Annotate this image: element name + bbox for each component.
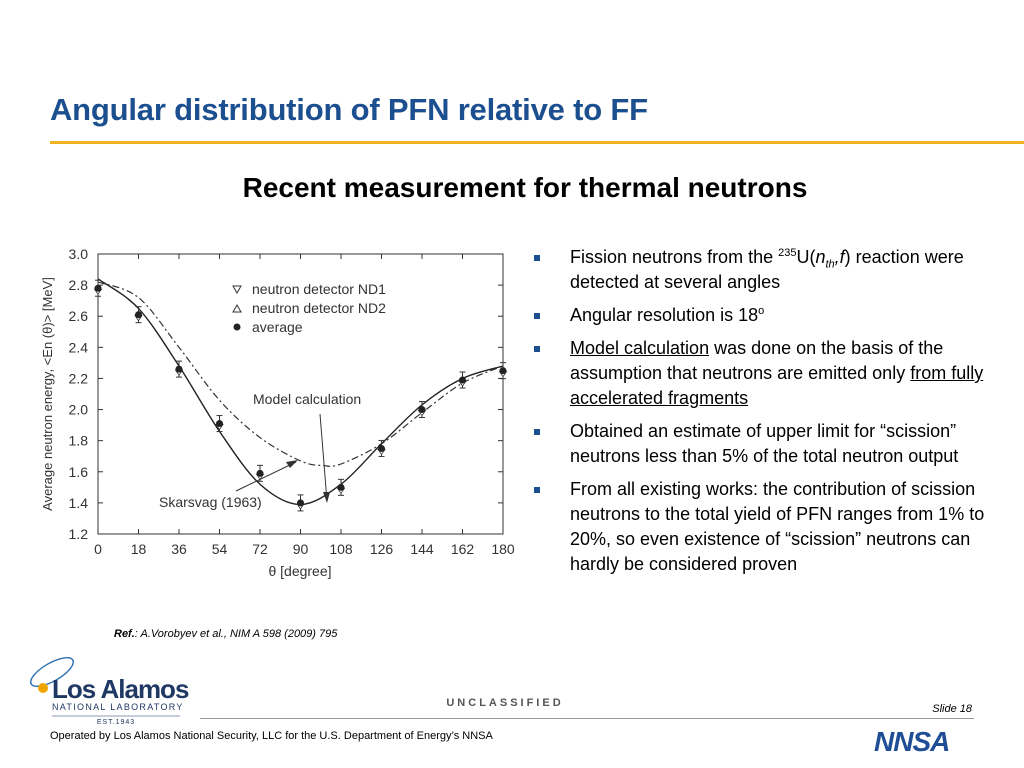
- data-point: [296, 494, 305, 512]
- x-tick-label: 72: [252, 541, 268, 557]
- x-tick-label: 126: [370, 541, 394, 557]
- bullet-item: Obtained an estimate of upper limit for …: [534, 419, 998, 469]
- annotation-arrow-skarsvag: [235, 461, 297, 492]
- x-axis-label: θ [degree]: [268, 563, 331, 579]
- bullet-square-icon: [534, 346, 540, 352]
- footer-divider: [200, 718, 974, 719]
- y-tick-label: 1.4: [69, 495, 89, 511]
- chart-legend: neutron detector ND1 neutron detector ND…: [232, 281, 386, 335]
- x-tick-label: 162: [451, 541, 475, 557]
- data-point: [417, 401, 427, 419]
- nnsa-wordmark: NNSA: [874, 726, 949, 756]
- average-marker: [135, 311, 142, 319]
- slide-number: Slide 18: [932, 703, 972, 715]
- y-tick-label: 1.6: [69, 464, 89, 480]
- y-tick-label: 3.0: [69, 246, 89, 262]
- y-tick-label: 2.2: [69, 370, 89, 386]
- average-marker: [94, 284, 102, 292]
- bullet-square-icon: [534, 255, 540, 261]
- y-tick-label: 2.6: [69, 308, 89, 324]
- legend-marker-nd1: [232, 285, 242, 295]
- x-axis-ticks: 0 18 36 54 72 90 108 126 144 162 180: [94, 254, 515, 557]
- annotation-skarsvag: Skarsvag (1963): [159, 494, 262, 510]
- annotation-arrowhead-model: [323, 492, 330, 503]
- annotation-arrow-model: [319, 413, 328, 502]
- y-tick-label: 2.0: [69, 402, 89, 418]
- average-marker: [175, 365, 183, 373]
- annotation-model-calculation: Model calculation: [253, 391, 361, 407]
- data-points: [93, 279, 508, 512]
- logo-established: EST.1943: [97, 719, 135, 726]
- bullet-list: Fission neutrons from the 235U(nth,f) re…: [534, 245, 998, 585]
- legend-marker-nd2: [232, 303, 242, 313]
- bullet-square-icon: [534, 487, 540, 493]
- operated-by-text: Operated by Los Alamos National Security…: [50, 730, 493, 742]
- x-tick-label: 90: [293, 541, 309, 557]
- logo-subtitle: NATIONAL LABORATORY: [52, 702, 184, 712]
- y-tick-label: 2.8: [69, 277, 89, 293]
- bullet-item: From all existing works: the contributio…: [534, 477, 998, 577]
- bullet-item: Fission neutrons from the 235U(nth,f) re…: [534, 245, 998, 295]
- average-marker: [256, 469, 264, 477]
- title-divider: [50, 141, 1024, 144]
- x-tick-label: 108: [329, 541, 353, 557]
- y-axis-label: Average neutron energy, <En (θ)> [MeV]: [40, 277, 55, 511]
- data-point: [215, 415, 224, 433]
- data-point: [93, 279, 103, 297]
- classification-label: UNCLASSIFIED: [446, 697, 564, 709]
- y-tick-label: 2.4: [69, 339, 89, 355]
- average-marker: [378, 444, 385, 452]
- x-tick-label: 0: [94, 541, 102, 557]
- logo-wordmark: Los Alamos: [52, 674, 189, 704]
- data-point: [174, 360, 184, 378]
- los-alamos-logo: Los Alamos NATIONAL LABORATORY EST.1943: [30, 656, 190, 726]
- reference-note: Ref.: A.Vorobyev et al., NIM A 598 (2009…: [114, 628, 338, 640]
- bullet-item: Angular resolution is 18o: [534, 303, 998, 328]
- x-tick-label: 18: [131, 541, 147, 557]
- data-point: [255, 464, 265, 482]
- average-marker: [216, 420, 223, 428]
- data-point: [377, 439, 386, 457]
- x-tick-label: 180: [491, 541, 515, 557]
- x-tick-label: 36: [171, 541, 187, 557]
- data-point: [134, 306, 143, 324]
- slide-title: Angular distribution of PFN relative to …: [50, 92, 648, 127]
- nnsa-logo: NNSA: [874, 726, 950, 756]
- legend-label-nd1: neutron detector ND1: [252, 281, 386, 297]
- angular-distribution-chart: 1.2 1.4 1.6 1.8 2.0 2.2 2.4 2.6 2.8 3.0 0 18 36 54 72…: [40, 246, 515, 579]
- legend-label-average: average: [252, 319, 303, 335]
- y-tick-label: 1.2: [69, 526, 89, 542]
- legend-marker-average: [233, 323, 241, 331]
- y-axis-ticks: 1.2 1.4 1.6 1.8 2.0 2.2 2.4 2.6 2.8 3.0: [69, 246, 503, 542]
- bullet-square-icon: [534, 313, 540, 319]
- data-point: [498, 362, 508, 380]
- average-marker: [499, 367, 507, 375]
- logo-orbit-icon: [30, 656, 74, 688]
- bullet-item: Model calculation was done on the basis …: [534, 336, 998, 411]
- data-point: [458, 371, 467, 389]
- x-tick-label: 54: [212, 541, 228, 557]
- average-marker: [297, 499, 304, 507]
- bullet-square-icon: [534, 429, 540, 435]
- slide-subtitle: Recent measurement for thermal neutrons: [242, 172, 808, 203]
- average-marker: [337, 483, 345, 491]
- legend-label-nd2: neutron detector ND2: [252, 300, 386, 316]
- x-tick-label: 144: [410, 541, 434, 557]
- logo-nucleus-icon: [38, 683, 48, 693]
- average-marker: [459, 376, 466, 384]
- average-marker: [418, 406, 426, 414]
- y-tick-label: 1.8: [69, 433, 89, 449]
- annotation-arrowhead-skarsvag: [286, 460, 298, 468]
- data-point: [336, 478, 346, 496]
